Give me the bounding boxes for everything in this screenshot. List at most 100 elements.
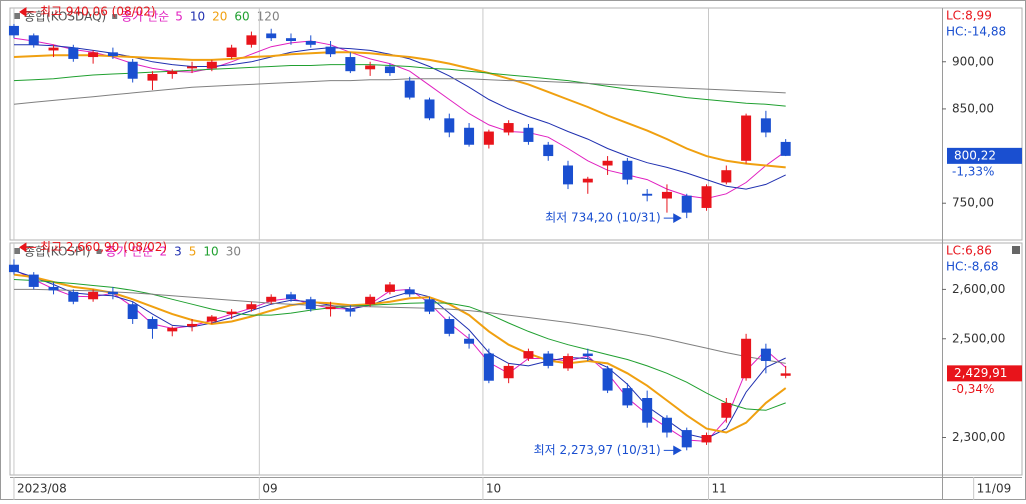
candle-body [147,319,158,329]
candle-body [483,131,494,145]
candle-body [582,178,593,183]
high-arrow [19,242,36,253]
ma-line [13,273,787,434]
candle-body [483,353,494,381]
high-label: 최고 2,660,90 (08/02) [40,240,167,254]
candle-body [266,296,277,302]
candle-body [760,348,771,361]
panel-frame [9,242,1023,476]
hc-label: HC:-8,68 [946,260,999,274]
candle-body [622,160,633,180]
candle-body [503,123,514,133]
candle-body [365,65,376,70]
candle-body [384,66,395,74]
legend-entry: 3 [174,245,182,259]
change-label: -0,34% [952,382,994,396]
candle-body [661,191,672,199]
low-label: 최저 2,273,97 (10/31) [534,443,661,457]
candle-body [28,274,39,287]
candle-body [464,338,475,344]
candle-body [127,304,138,320]
candle-body [523,127,534,142]
candle-body [48,286,59,291]
legend-icon [14,13,20,19]
candle-body [325,46,336,55]
candle-body [622,388,633,406]
candle-body [8,25,19,36]
legend-entry: 120 [257,10,280,24]
candle-body [701,186,712,208]
candle-body [68,291,79,302]
candle-body [582,353,593,357]
price-label: 800,22 [954,148,996,162]
candle-body [780,373,791,376]
legend-entry: 10 [190,10,205,24]
ma-line [13,269,787,442]
change-label: -1,33% [952,164,994,178]
legend-icon [96,249,102,254]
y-tick-label: 2,500,00 [952,331,1005,345]
candle-body [206,316,217,322]
candle-body [741,338,752,379]
candle-body [88,291,99,300]
legend-entry: 10 [203,245,218,259]
low-arrow [663,445,682,456]
ma-line [13,78,786,105]
candle-body [107,291,118,295]
legend-entry: 5 [175,10,183,24]
legend-entry: 5 [189,245,197,259]
candle-body [760,118,771,133]
low-arrow [663,213,682,223]
legend-entry: 20 [212,10,227,24]
candle-body [424,299,435,312]
candle-body [147,74,158,81]
candle-body [127,61,138,79]
candle-body [681,195,692,213]
candle-body [424,99,435,119]
candle-body [285,38,296,42]
lc-label: LC:8,99 [946,9,992,23]
chart-title: 종합(KOSDAQ) [24,10,106,24]
ma-line [13,37,786,200]
candle-body [107,52,118,57]
ma-line [13,270,786,440]
candle-body [305,299,316,310]
candle-body [167,327,178,332]
candle-body [444,319,455,334]
price-box [947,365,1022,382]
candle-body [285,294,296,300]
legend-entry: 30 [226,245,241,259]
candle-body [503,365,514,379]
legend-icon [14,248,20,254]
candle-body [68,47,79,59]
candle-body [325,306,336,310]
candle-body [444,118,455,133]
ma-line [13,279,786,411]
candle-body [187,66,198,69]
x-tick-label: 11 [712,482,727,496]
high-arrow [19,7,36,17]
x-tick-label: 10 [486,482,501,496]
ma-line [14,288,786,364]
candle-body [266,33,277,39]
candle-body [305,41,316,45]
candle-body [187,323,198,327]
y-tick-label: 2,300,00 [952,430,1005,444]
candle-body [721,402,732,418]
candle-body [721,170,732,183]
candle-body [701,435,712,443]
ma-line [13,64,786,107]
candle-body [246,304,257,310]
candle-body [602,368,613,391]
legend-entry: 60 [234,10,249,24]
candle-body [28,35,39,45]
x-tick-label: 2023/08 [17,482,67,496]
candle-body [661,417,672,433]
price-label: 2,429,91 [954,366,1007,380]
candle-body [681,430,692,448]
candle-body [780,141,791,156]
candle-body [167,71,178,75]
y-tick-label: 900,00 [952,54,994,68]
candle-body [384,284,395,292]
